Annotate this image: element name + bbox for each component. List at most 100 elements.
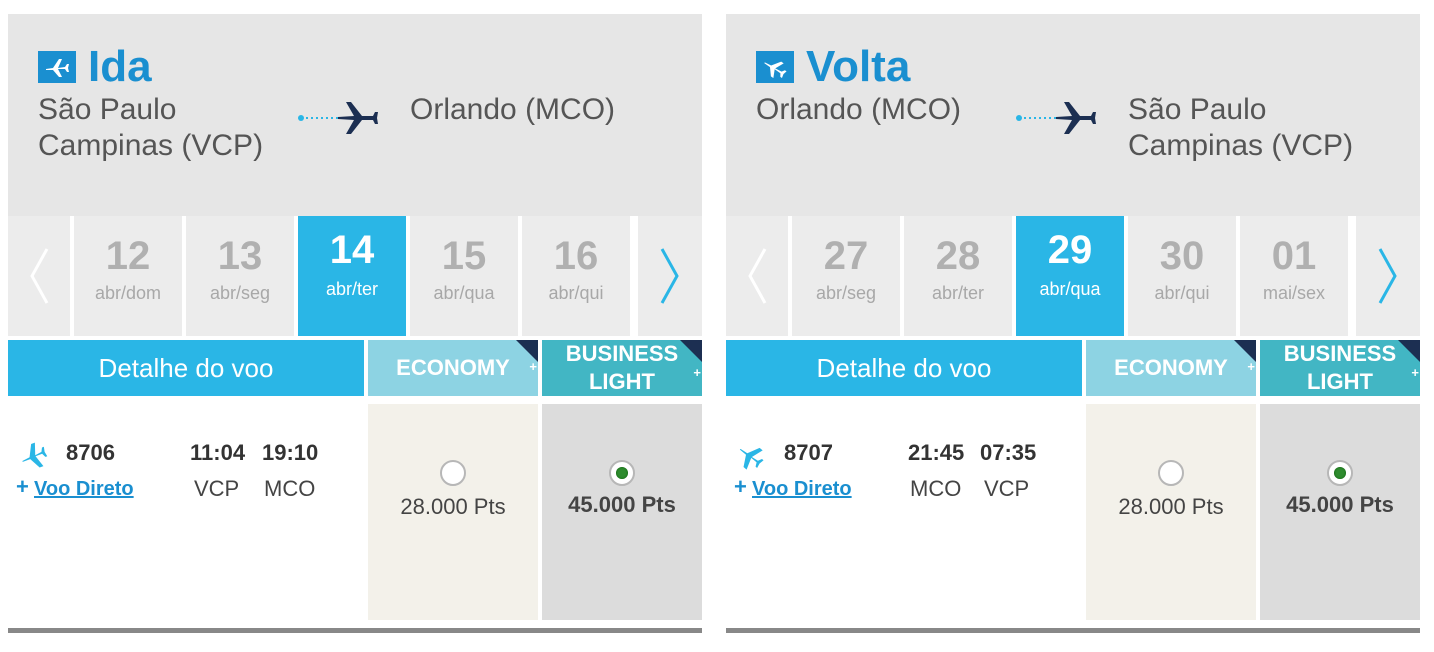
economy-header-label: ECONOMY (396, 355, 510, 380)
date-label: abr/qui (548, 283, 604, 303)
destination-city: São Paulo Campinas (VCP) (1128, 92, 1353, 164)
return-panel: Volta Orlando (MCO) São Paulo Campinas (… (726, 14, 1420, 634)
chevron-left-icon (748, 248, 767, 304)
direct-flight-link[interactable]: Voo Direto (752, 478, 852, 500)
date-option[interactable]: 27 abr/seg (792, 216, 900, 336)
date-label: abr/dom (94, 283, 162, 303)
outbound-panel: Ida São Paulo Campinas (VCP) Orlando (MC… (8, 14, 702, 634)
airplane-icon (756, 51, 794, 83)
date-day: 16 (553, 234, 599, 278)
divider (8, 628, 702, 633)
date-option[interactable]: 15 abr/qua (410, 216, 518, 336)
date-label: abr/ter (931, 283, 985, 303)
business-price: 45.000 Pts (1286, 492, 1394, 517)
destination-city: Orlando (MCO) (410, 93, 616, 126)
economy-header: ECONOMY + (368, 340, 538, 396)
flight-row-detail: 8706 11:04 19:10 + Voo Direto VCP MCO (8, 404, 364, 620)
airplane-icon (739, 447, 764, 470)
previous-dates-button[interactable] (726, 216, 788, 336)
arrival-time: 07:35 (980, 440, 1037, 465)
business-fare-radio[interactable] (609, 460, 635, 486)
dotted-route-plane-icon (1016, 102, 1096, 134)
business-header-line-2: LIGHT (588, 369, 655, 394)
date-option[interactable]: 30 abr/qui (1128, 216, 1236, 336)
next-dates-button[interactable] (1356, 216, 1420, 336)
economy-fare-radio[interactable] (440, 460, 466, 486)
economy-price: 28.000 Pts (400, 494, 506, 519)
outbound-title-row: Ida (38, 44, 152, 90)
date-day: 12 (105, 234, 151, 278)
economy-header: ECONOMY + (1086, 340, 1256, 396)
date-day: 14 (329, 228, 375, 272)
page-title: Volta (806, 42, 911, 91)
date-day: 15 (441, 234, 487, 278)
departure-airport: MCO (910, 476, 962, 501)
destination-line-1: São Paulo (1128, 93, 1267, 126)
next-dates-button[interactable] (638, 216, 702, 336)
date-day: 29 (1047, 228, 1093, 272)
destination-line-2: Campinas (VCP) (1128, 129, 1354, 162)
date-selector: 12 abr/dom 13 abr/seg 14 abr/ter 15 abr/qua … (8, 216, 702, 336)
chevron-right-icon (660, 248, 679, 304)
chevron-left-icon (30, 248, 49, 304)
arrival-time: 19:10 (262, 440, 319, 465)
date-label: abr/ter (325, 279, 379, 299)
flight-number: 8707 (784, 440, 833, 465)
economy-price: 28.000 Pts (1118, 494, 1224, 519)
direct-flight-link[interactable]: Voo Direto (34, 478, 134, 500)
previous-dates-button[interactable] (8, 216, 70, 336)
flight-detail-header: Detalhe do voo (726, 340, 1082, 396)
origin-city: São Paulo Campinas (VCP) (38, 92, 263, 164)
arrival-airport: VCP (984, 476, 1030, 501)
plus-icon: + (1411, 365, 1419, 380)
corner-plus-badge[interactable]: + (516, 340, 538, 374)
date-day: 01 (1271, 234, 1317, 278)
corner-plus-badge[interactable]: + (1398, 340, 1420, 380)
date-day: 30 (1159, 234, 1205, 278)
date-option[interactable]: 01 mai/sex (1240, 216, 1348, 336)
business-header-line-1: BUSINESS (565, 341, 679, 366)
date-option[interactable]: 13 abr/seg (186, 216, 294, 336)
business-light-header: BUSINESS LIGHT + (1260, 340, 1420, 396)
date-day: 13 (217, 234, 263, 278)
divider (726, 628, 1420, 633)
business-fare-cell[interactable]: 45.000 Pts (1260, 404, 1420, 620)
plus-icon: + (693, 365, 701, 380)
date-label: abr/seg (815, 283, 877, 303)
origin-line-2: Campinas (VCP) (38, 129, 264, 162)
plus-icon: + (529, 359, 537, 374)
date-label: mai/sex (1262, 283, 1325, 303)
departure-time: 11:04 (190, 440, 246, 465)
date-option[interactable]: 12 abr/dom (74, 216, 182, 336)
expand-plus-icon[interactable]: + (16, 474, 29, 499)
origin-line-1: São Paulo (38, 93, 177, 126)
business-header-line-2: LIGHT (1306, 369, 1373, 394)
business-fare-radio[interactable] (1327, 460, 1353, 486)
date-day: 27 (823, 234, 869, 278)
date-option-selected[interactable]: 14 abr/ter (298, 216, 406, 336)
origin-city: Orlando (MCO) (756, 93, 962, 126)
business-fare-cell[interactable]: 45.000 Pts (542, 404, 702, 620)
corner-plus-badge[interactable]: + (1234, 340, 1256, 374)
airplane-icon (38, 51, 76, 83)
economy-fare-cell[interactable]: 28.000 Pts (1086, 404, 1256, 620)
date-option[interactable]: 16 abr/qui (522, 216, 630, 336)
expand-plus-icon[interactable]: + (734, 474, 747, 499)
return-header: Volta Orlando (MCO) São Paulo Campinas (… (726, 14, 1420, 216)
arrival-airport: MCO (264, 476, 316, 501)
outbound-header: Ida São Paulo Campinas (VCP) Orlando (MC… (8, 14, 702, 216)
dotted-route-plane-icon (298, 102, 378, 134)
date-label: abr/qui (1154, 283, 1210, 303)
page-title: Ida (88, 42, 152, 91)
airplane-icon (22, 442, 48, 468)
date-option[interactable]: 28 abr/ter (904, 216, 1012, 336)
business-header-line-1: BUSINESS (1283, 341, 1397, 366)
economy-fare-radio[interactable] (1158, 460, 1184, 486)
economy-fare-cell[interactable]: 28.000 Pts (368, 404, 538, 620)
business-price: 45.000 Pts (568, 492, 676, 517)
business-light-header: BUSINESS LIGHT + (542, 340, 702, 396)
date-label: abr/qua (1039, 279, 1101, 299)
corner-plus-badge[interactable]: + (680, 340, 702, 380)
date-option-selected[interactable]: 29 abr/qua (1016, 216, 1124, 336)
plus-icon: + (1247, 359, 1255, 374)
